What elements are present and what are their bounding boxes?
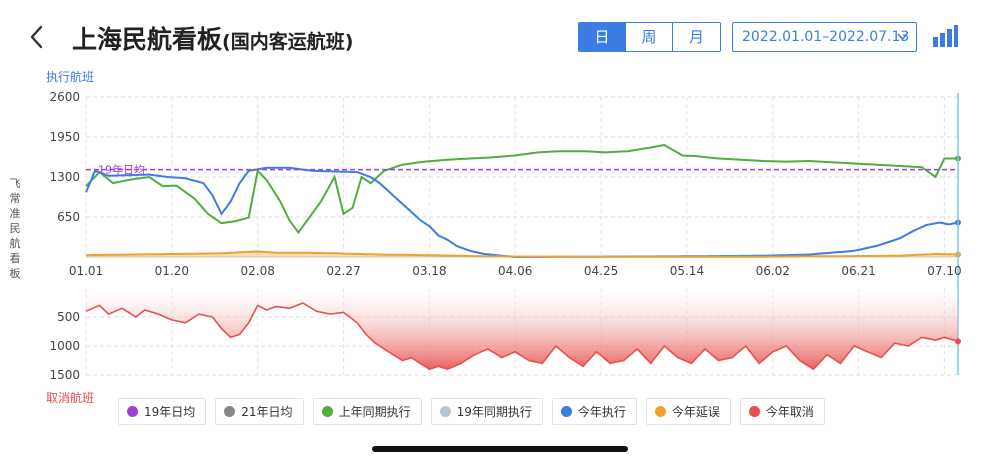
x-tick-label: 05.14 bbox=[670, 264, 704, 278]
side-label-char: 常 bbox=[9, 192, 21, 205]
tab-day[interactable]: 日 bbox=[579, 23, 626, 51]
legend-dot bbox=[748, 406, 760, 417]
y-tick-label: 2600 bbox=[49, 90, 80, 104]
legend-label: 19年同期执行 bbox=[456, 405, 532, 419]
last_year-line bbox=[85, 143, 958, 235]
side-label-char: 准 bbox=[9, 207, 21, 220]
page-title-main: 上海民航看板 bbox=[72, 25, 223, 54]
cancel-line bbox=[85, 302, 959, 371]
baseline-19-label: 19年日均 bbox=[98, 163, 145, 177]
x-tick-label: 04.25 bbox=[584, 264, 618, 278]
x-tick-label: 04.06 bbox=[498, 264, 532, 278]
side-label-char: 飞 bbox=[9, 177, 21, 190]
x-tick-label: 02.27 bbox=[326, 264, 360, 278]
y-tick-label: 1000 bbox=[49, 339, 80, 353]
legend-item-19-avg[interactable]: 19年日均 bbox=[118, 398, 207, 425]
chevron-down-icon bbox=[897, 23, 908, 61]
legend-dot bbox=[560, 406, 572, 417]
this_year-line bbox=[85, 166, 959, 258]
legend-label: 上年同期执行 bbox=[338, 405, 411, 419]
side-label-char: 板 bbox=[9, 267, 21, 280]
header: 上海民航看板(国内客运航班) 日 周 月 2022.01.01–2022.07.… bbox=[0, 0, 1000, 70]
legend-item-cancel[interactable]: 今年取消 bbox=[739, 398, 825, 425]
delay-line bbox=[85, 250, 959, 258]
x-tick-label: 07.10 bbox=[927, 264, 961, 278]
chevron-left-icon[interactable] bbox=[22, 22, 52, 52]
side-label-char: 看 bbox=[9, 252, 21, 265]
flight-charts: 2600 1950 1300 650 01.01 01.20 02.08 02.27 03.18… bbox=[49, 90, 961, 382]
side-label-char: 航 bbox=[9, 237, 21, 250]
cancel-area bbox=[86, 288, 958, 370]
side-label-char: 民 bbox=[9, 222, 21, 235]
bottom-chart-plot bbox=[85, 288, 961, 371]
period-tabs: 日 周 月 bbox=[578, 22, 721, 52]
top-chart-title: 执行航班 bbox=[46, 70, 95, 84]
legend-label: 19年日均 bbox=[144, 405, 196, 419]
x-tick-label: 01.01 bbox=[69, 264, 103, 278]
page-title: 上海民航看板(国内客运航班) bbox=[72, 20, 353, 56]
side-watermark-label: 飞 常 准 民 航 看 板 bbox=[8, 176, 22, 281]
date-range-select[interactable]: 2022.01.01–2022.07.13 bbox=[732, 22, 917, 52]
chart-labels: 2600 1950 1300 650 01.01 01.20 02.08 02.27 03.18… bbox=[49, 90, 961, 382]
home-indicator bbox=[372, 446, 628, 452]
x-tick-label: 01.20 bbox=[155, 264, 189, 278]
bottom-chart-title: 取消航班 bbox=[46, 391, 95, 405]
legend-item-this-year[interactable]: 今年执行 bbox=[551, 398, 637, 425]
cancel-last-point bbox=[955, 338, 961, 345]
y-tick-label: 1500 bbox=[49, 368, 80, 382]
y-tick-label: 650 bbox=[57, 210, 80, 224]
legend-label: 今年延误 bbox=[671, 405, 720, 419]
date-range-label: 2022.01.01–2022.07.13 bbox=[742, 29, 910, 45]
legend-label: 21年日均 bbox=[241, 405, 293, 419]
legend-item-delay[interactable]: 今年延误 bbox=[645, 398, 731, 425]
tab-month[interactable]: 月 bbox=[673, 23, 720, 51]
legend-dot bbox=[654, 406, 666, 417]
legend-label: 今年执行 bbox=[577, 405, 626, 419]
legend-label: 今年取消 bbox=[765, 405, 814, 419]
legend-item-last-year[interactable]: 上年同期执行 bbox=[312, 398, 422, 425]
x-tick-label: 02.08 bbox=[241, 264, 275, 278]
y-tick-label: 500 bbox=[57, 310, 80, 324]
legend-item-19-same[interactable]: 19年同期执行 bbox=[430, 398, 543, 425]
legend-dot bbox=[439, 406, 451, 417]
legend: 19年日均 21年日均 上年同期执行 19年同期执行 今年执行 今年延误 今年取… bbox=[118, 398, 834, 425]
bar-chart-icon[interactable] bbox=[932, 24, 958, 48]
legend-dot bbox=[224, 406, 236, 417]
tab-week[interactable]: 周 bbox=[626, 23, 673, 51]
legend-dot bbox=[321, 406, 333, 417]
page-title-sub: (国内客运航班) bbox=[222, 31, 354, 53]
x-tick-label: 06.02 bbox=[756, 264, 790, 278]
legend-dot bbox=[127, 406, 138, 417]
y-tick-label: 1300 bbox=[49, 170, 80, 184]
x-tick-label: 03.18 bbox=[412, 264, 446, 278]
x-tick-label: 06.21 bbox=[841, 264, 875, 278]
legend-item-21-avg[interactable]: 21年日均 bbox=[215, 398, 304, 425]
y-tick-label: 1950 bbox=[49, 130, 80, 144]
top-chart-plot bbox=[85, 93, 961, 375]
